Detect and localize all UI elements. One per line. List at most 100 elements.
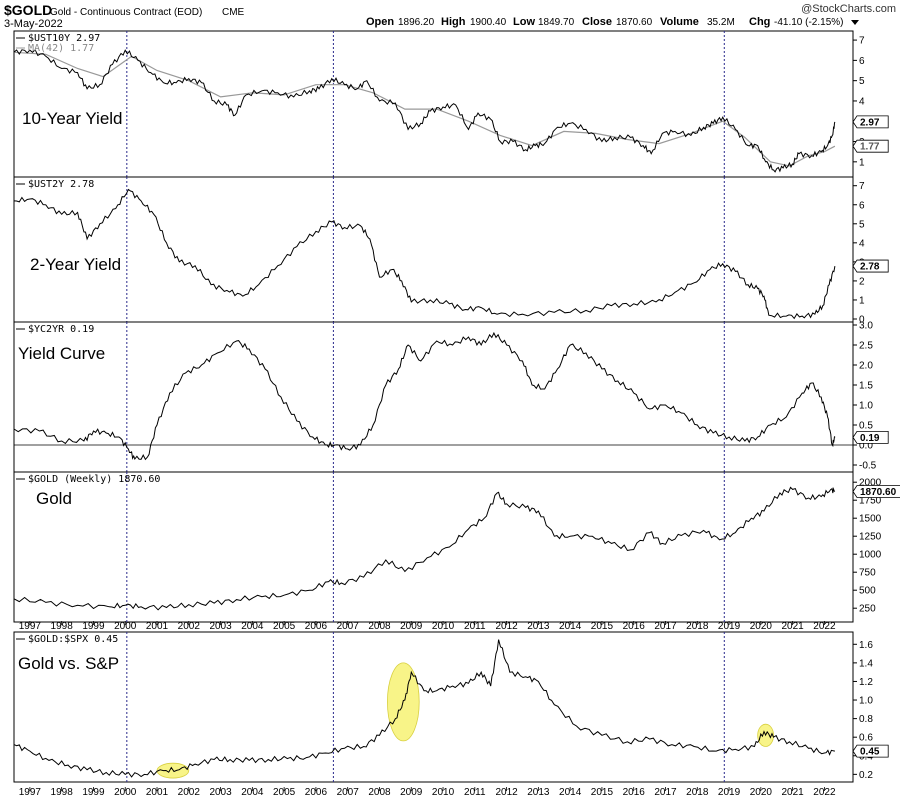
last-value-box: [852, 115, 889, 129]
panel-label: $GOLD:$SPX 0.45: [28, 634, 118, 645]
moving-average-line: [13, 51, 836, 167]
x-tick-label: 2005: [273, 787, 296, 798]
x-axis-2: 1997 1998 1999 2000 2001 2002 2003 2004 2005 2006…: [19, 787, 836, 798]
x-tick-label: 2015: [591, 787, 614, 798]
quote-low: 1849.70: [538, 17, 575, 28]
x-tick-label: 2008: [368, 621, 391, 632]
x-tick-label: 1998: [51, 787, 74, 798]
y-tick-label: 1.0: [859, 696, 873, 707]
y-tick-label: 0.0: [859, 441, 873, 452]
x-tick-label: 2016: [623, 787, 646, 798]
panel-label: $YC2YR 0.19: [28, 324, 94, 335]
x-tick-label: 2007: [337, 787, 360, 798]
y-tick-label: 1: [859, 295, 865, 306]
x-tick-label: 2002: [178, 787, 201, 798]
x-tick-label: 2007: [337, 621, 360, 632]
x-tick-label: 2004: [241, 621, 264, 632]
y-tick-label: 1.6: [859, 640, 873, 651]
x-tick-label: 2015: [591, 621, 614, 632]
x-tick-label: 2006: [305, 787, 328, 798]
x-tick-label: 2002: [178, 621, 201, 632]
y-tick-label: 1.2: [859, 677, 873, 688]
x-tick-label: 2021: [781, 787, 804, 798]
x-tick-label: 2005: [273, 621, 296, 632]
x-tick-label: 2013: [527, 787, 550, 798]
y-tick-label: 250: [859, 604, 876, 615]
y-tick-label: 0: [859, 315, 865, 326]
panel-label: $GOLD (Weekly) 1870.60: [28, 474, 160, 485]
y-tick-label: 4: [859, 96, 865, 107]
quote-high-label: High: [441, 16, 466, 28]
x-tick-label: 2000: [114, 787, 137, 798]
last-value-label: 0.19: [860, 433, 880, 444]
quote-low-label: Low: [513, 16, 535, 28]
panel-title: Gold: [36, 489, 72, 508]
y-tick-label: 2.0: [859, 361, 873, 372]
y-tick-label: 500: [859, 586, 876, 597]
x-tick-label: 2014: [559, 621, 582, 632]
x-tick-label: 1999: [82, 787, 105, 798]
panel-frame: [13, 30, 854, 178]
x-tick-label: 2014: [559, 787, 582, 798]
x-tick-label: 1998: [51, 621, 74, 632]
x-tick-label: 1997: [19, 787, 42, 798]
x-tick-label: 2017: [654, 621, 677, 632]
x-tick-label: 2022: [813, 787, 836, 798]
last-value-box: [852, 744, 889, 758]
x-tick-label: 2021: [781, 621, 804, 632]
y-tick-label: 4: [859, 238, 865, 249]
y-tick-label: 1.5: [859, 381, 873, 392]
panel-frame: [13, 471, 854, 623]
y-tick-label: 2.5: [859, 341, 873, 352]
x-tick-label: 2012: [495, 787, 518, 798]
y-tick-label: 0.5: [859, 421, 873, 432]
panel-title: 10-Year Yield: [22, 109, 123, 128]
last-value-label: 0.45: [860, 747, 880, 758]
quote-close-label: Close: [582, 16, 612, 28]
last-value-label: 1.77: [860, 142, 880, 153]
x-tick-label: 2001: [146, 787, 169, 798]
x-tick-label: 2009: [400, 621, 423, 632]
y-tick-label: 1.4: [859, 658, 873, 669]
y-tick-label: 1500: [859, 514, 882, 525]
x-tick-label: 2022: [813, 621, 836, 632]
y-tick-label: 7: [859, 181, 865, 192]
y-tick-label: -0.5: [859, 461, 877, 472]
x-tick-label: 2016: [623, 621, 646, 632]
panel-2: 012345672.78$UST2Y 2.782-Year Yield: [13, 176, 889, 326]
panel-5: 0.20.40.60.81.01.21.41.60.45$GOLD:$SPX 0…: [13, 631, 889, 783]
quote-volume: 35.2M: [707, 17, 735, 28]
quote-summary: Open 1896.20 High 1900.40 Low 1849.70 Cl…: [366, 16, 859, 28]
x-tick-label: 2020: [750, 787, 773, 798]
x-tick-label: 2012: [495, 621, 518, 632]
x-tick-label: 2008: [368, 787, 391, 798]
last-value-box: [852, 431, 889, 444]
last-value-label: 1870.60: [860, 487, 897, 498]
x-axis-1: 1997 1998 1999 2000 2001 2002 2003 2004 2005 2006…: [19, 621, 836, 632]
panel-frame: [13, 631, 854, 783]
x-tick-label: 2004: [241, 787, 264, 798]
x-tick-label: 2010: [432, 621, 455, 632]
quote-volume-label: Volume: [660, 16, 699, 28]
y-tick-label: 6: [859, 56, 865, 67]
quote-open-label: Open: [366, 16, 394, 28]
header-date: 3-May-2022: [4, 18, 63, 30]
panel-frame: [13, 176, 854, 323]
x-tick-label: 2011: [464, 787, 486, 798]
y-tick-label: 5: [859, 219, 865, 230]
x-tick-label: 2017: [654, 787, 677, 798]
last-value-box: [852, 139, 889, 153]
series-line: [13, 188, 836, 320]
series-line: [13, 48, 836, 173]
last-value-box: [852, 259, 889, 273]
series-line: [13, 486, 836, 611]
y-tick-label: 1000: [859, 550, 882, 561]
last-value-label: 2.78: [860, 262, 880, 273]
y-tick-label: 0.8: [859, 714, 873, 725]
x-tick-label: 2018: [686, 621, 709, 632]
y-tick-label: 1250: [859, 532, 882, 543]
y-tick-label: 1: [859, 157, 865, 168]
